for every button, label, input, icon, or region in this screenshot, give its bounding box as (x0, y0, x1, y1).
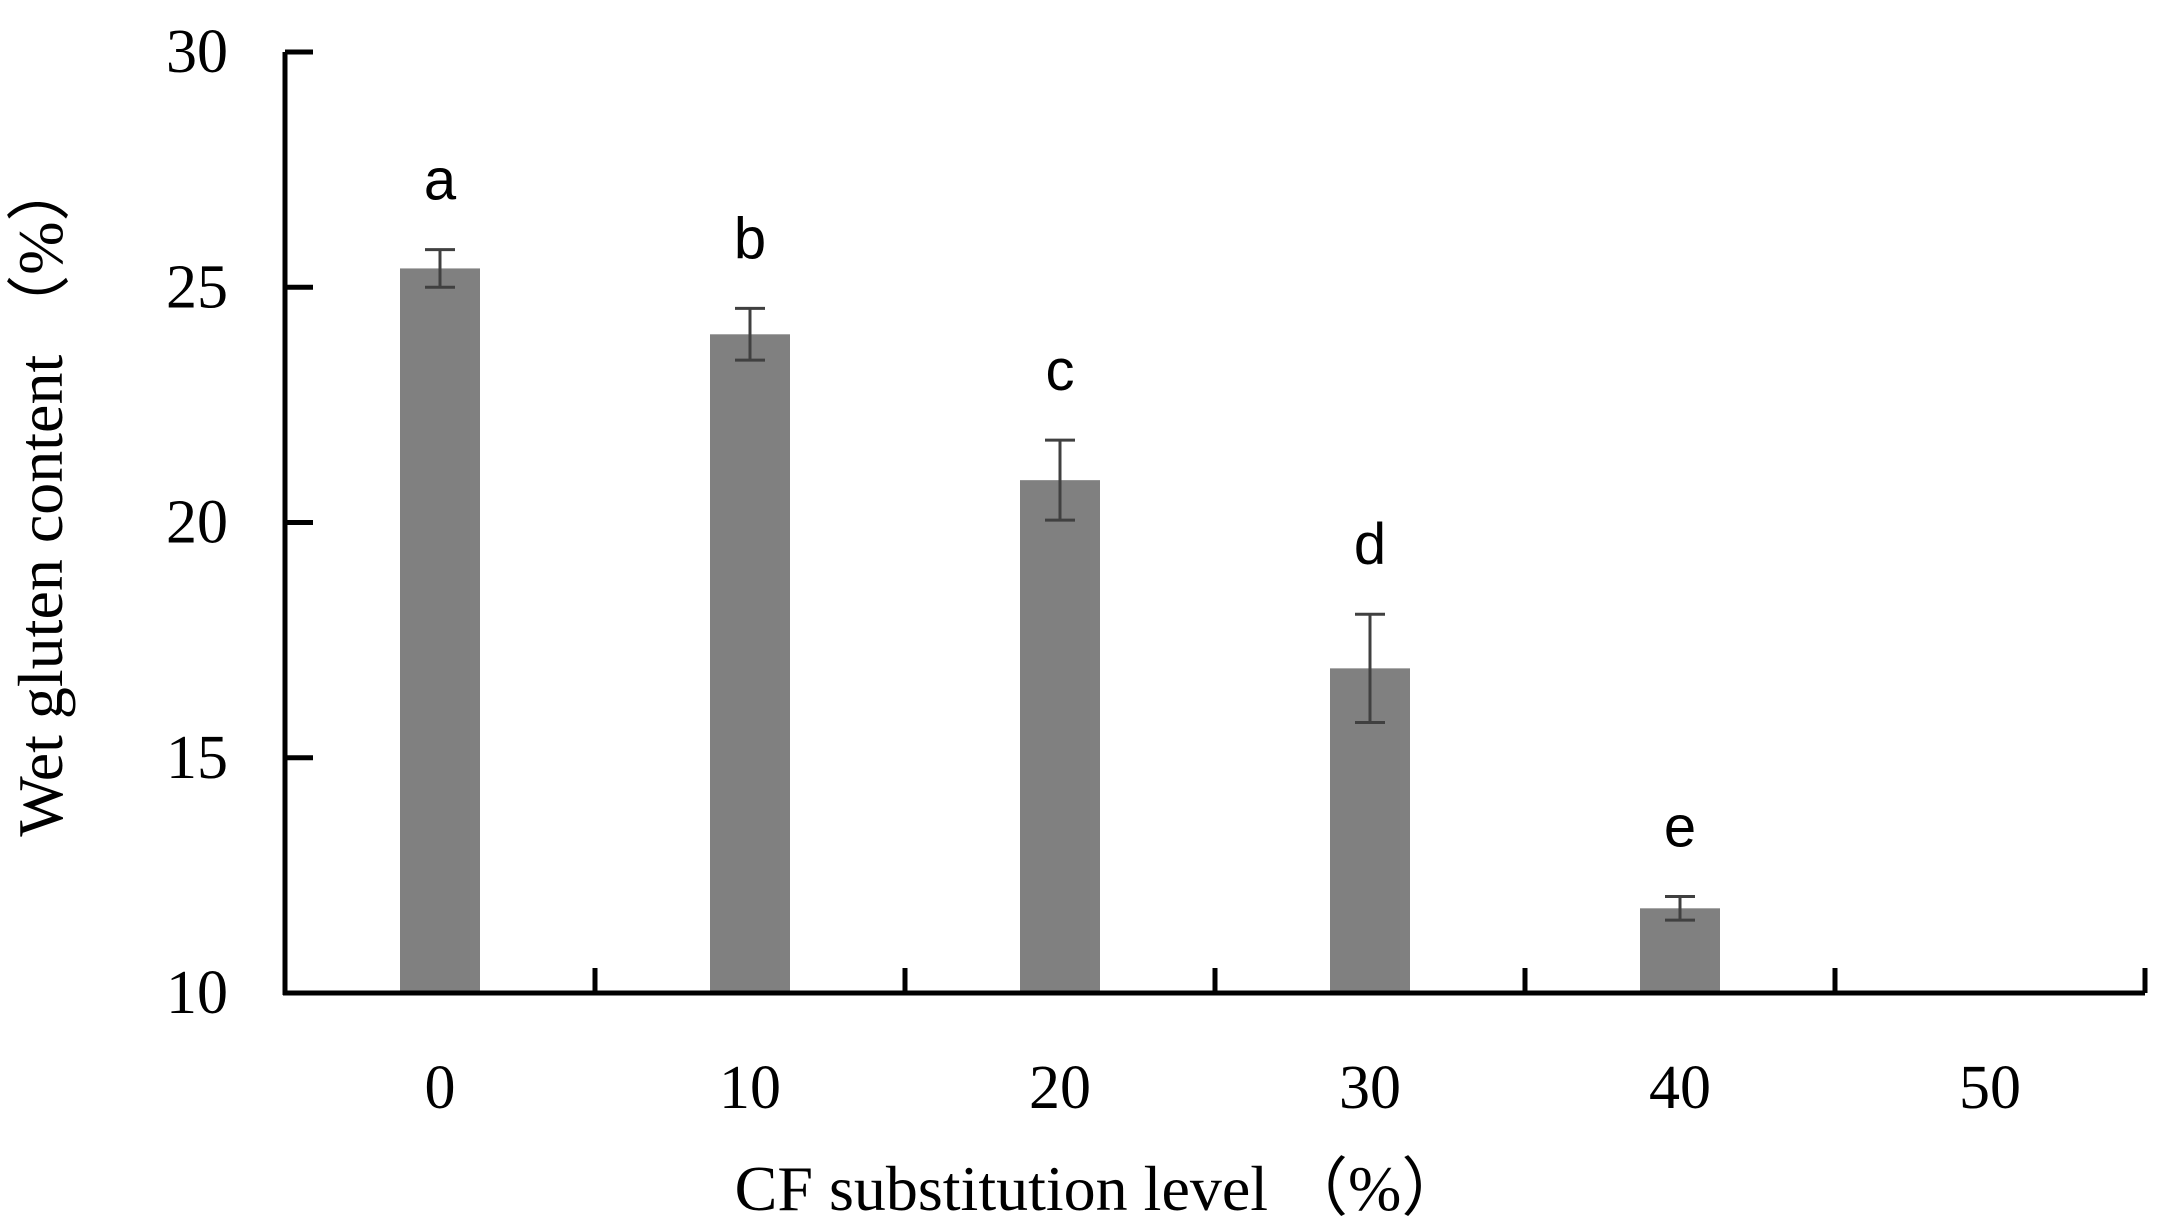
error-bars-group (425, 248, 1695, 922)
bar-0 (400, 268, 480, 993)
y-tick-label-15: 15 (166, 724, 228, 792)
axes-group (282, 52, 2148, 996)
bar-40 (1640, 908, 1720, 993)
y-axis-title: Wet gluten content （%） (5, 157, 76, 836)
significance-label-b: b (734, 206, 766, 271)
x-tick-label-10: 10 (719, 1054, 781, 1122)
error-bar-0 (425, 248, 455, 289)
significance-label-e: e (1664, 795, 1696, 860)
y-tick-label-20: 20 (166, 489, 228, 557)
x-ticks-group: 0 10 20 30 40 50 (425, 1054, 2022, 1122)
x-tick-label-30: 30 (1339, 1054, 1401, 1122)
significance-label-a: a (424, 148, 457, 213)
error-bar-40 (1665, 895, 1695, 922)
error-bar-20 (1045, 438, 1075, 522)
error-bar-10 (735, 306, 765, 362)
y-tick-label-30: 30 (166, 18, 228, 86)
error-bar-30 (1355, 612, 1385, 724)
x-tick-label-50: 50 (1959, 1054, 2021, 1122)
bar-20 (1020, 480, 1100, 993)
significance-label-d: d (1354, 512, 1386, 577)
bar-10 (710, 334, 790, 993)
x-tick-label-20: 20 (1029, 1054, 1091, 1122)
x-axis-title: CF substitution level （%） (735, 1153, 1466, 1224)
x-tick-label-40: 40 (1649, 1054, 1711, 1122)
y-ticks-group: 10 15 20 25 30 (166, 18, 313, 1027)
y-tick-label-10: 10 (166, 959, 228, 1027)
y-tick-label-25: 25 (166, 253, 228, 321)
x-tick-label-0: 0 (425, 1054, 456, 1122)
significance-label-c: c (1046, 338, 1075, 403)
significance-labels-group: a b c d e (424, 148, 1696, 860)
